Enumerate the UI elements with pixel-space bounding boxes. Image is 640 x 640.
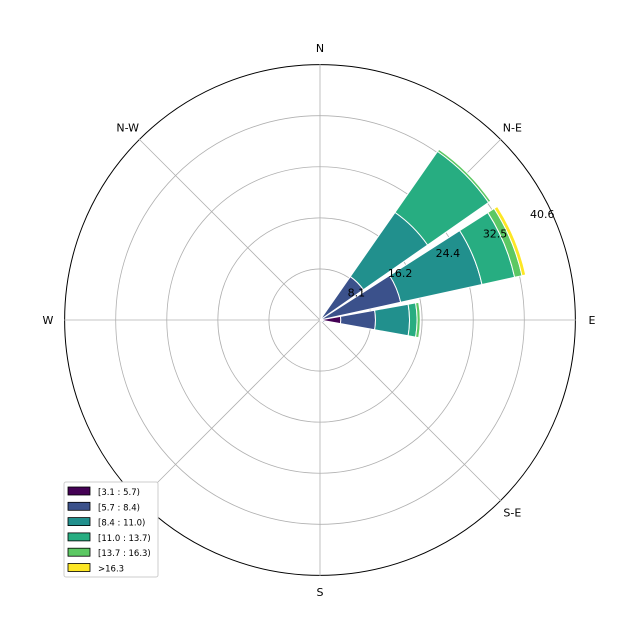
legend-label: [5.7 : 8.4) xyxy=(98,503,140,513)
grid-spoke xyxy=(138,319,321,502)
wind-bars xyxy=(319,148,527,339)
legend-label: >16.3 xyxy=(98,565,124,575)
legend-swatch xyxy=(67,486,91,496)
bar-segment xyxy=(374,303,410,337)
grid-spoke xyxy=(319,319,502,502)
legend-swatch xyxy=(67,563,91,572)
direction-label: N-E xyxy=(503,122,522,135)
legend-swatch xyxy=(67,547,91,557)
legend-swatch xyxy=(67,517,91,526)
direction-label: W xyxy=(43,314,54,327)
legend-label: [3.1 : 5.7) xyxy=(98,488,140,498)
radial-tick-label: 24.4 xyxy=(436,247,461,260)
radial-tick-label: 40.6 xyxy=(530,208,555,221)
legend-label: [13.7 : 16.3) xyxy=(98,549,151,559)
legend: [3.1 : 5.7) [5.7 : 8.4) [8.4 : 11.0) [11.0 … xyxy=(63,481,159,578)
radial-tick-labels: 8.1 16.2 24.4 32.5 40.6 xyxy=(348,208,555,299)
radial-tick-label: 16.2 xyxy=(388,267,413,280)
bar-segment xyxy=(407,302,418,338)
radial-tick-label: 8.1 xyxy=(348,286,366,299)
grid-spoke xyxy=(138,138,321,321)
direction-label: S-E xyxy=(503,506,521,519)
bar-segment xyxy=(493,205,527,277)
polar-grid xyxy=(64,64,576,576)
bar-segment xyxy=(321,319,326,324)
legend-label: [11.0 : 13.7) xyxy=(98,534,151,544)
legend-label: [8.4 : 11.0) xyxy=(98,519,145,529)
bar-segment xyxy=(415,301,421,339)
radial-tick-label: 32.5 xyxy=(483,228,508,241)
legend-swatch xyxy=(67,532,91,542)
bar-segment xyxy=(319,319,323,323)
direction-label: N xyxy=(316,42,324,55)
direction-label: S xyxy=(317,586,324,599)
direction-label: N-W xyxy=(116,122,139,135)
legend-swatch xyxy=(67,501,91,511)
bar-segment xyxy=(436,148,492,204)
direction-label: E xyxy=(589,314,596,327)
